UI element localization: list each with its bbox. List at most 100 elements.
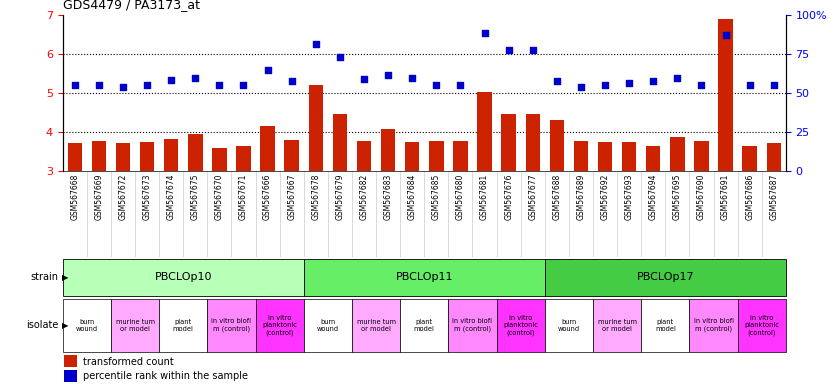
Text: GSM567679: GSM567679 — [335, 174, 344, 220]
Bar — [670, 137, 685, 171]
Bar — [303, 259, 545, 296]
Bar — [260, 126, 275, 171]
Text: GSM567666: GSM567666 — [263, 174, 272, 220]
Bar — [545, 299, 593, 352]
Bar — [497, 299, 545, 352]
Bar — [526, 114, 540, 171]
Text: GSM567676: GSM567676 — [504, 174, 513, 220]
Point — [695, 81, 708, 88]
Point — [550, 78, 563, 84]
Point — [526, 47, 539, 53]
Bar — [646, 146, 660, 171]
Bar — [622, 142, 636, 171]
Point — [68, 81, 81, 88]
Text: GSM567673: GSM567673 — [143, 174, 151, 220]
Text: GSM567690: GSM567690 — [697, 174, 706, 220]
Bar — [63, 299, 111, 352]
Text: in vitro biofi
m (control): in vitro biofi m (control) — [452, 318, 492, 333]
Bar — [111, 299, 159, 352]
Text: GDS4479 / PA3173_at: GDS4479 / PA3173_at — [63, 0, 200, 12]
Bar — [68, 143, 82, 171]
Text: in vitro biofi
m (control): in vitro biofi m (control) — [694, 318, 733, 333]
Text: GSM567671: GSM567671 — [239, 174, 248, 220]
Text: GSM567674: GSM567674 — [166, 174, 176, 220]
Point — [92, 81, 105, 88]
Text: plant
model: plant model — [414, 319, 435, 332]
Point — [309, 41, 323, 47]
Point — [502, 47, 515, 53]
Bar — [502, 114, 516, 171]
Bar — [545, 259, 786, 296]
Text: GSM567672: GSM567672 — [119, 174, 127, 220]
Bar — [405, 142, 420, 171]
Text: GSM567670: GSM567670 — [215, 174, 224, 220]
Bar — [718, 19, 733, 171]
Point — [478, 30, 492, 36]
Text: plant
model: plant model — [655, 319, 675, 332]
Bar — [400, 299, 448, 352]
Text: GSM567686: GSM567686 — [745, 174, 754, 220]
Text: murine tum
or model: murine tum or model — [598, 319, 636, 332]
Bar — [140, 142, 155, 171]
Bar — [549, 119, 564, 171]
Point — [599, 81, 612, 88]
Text: murine tum
or model: murine tum or model — [357, 319, 395, 332]
Text: GSM567685: GSM567685 — [432, 174, 441, 220]
Text: GSM567692: GSM567692 — [600, 174, 609, 220]
Bar — [477, 92, 492, 171]
Bar — [737, 299, 786, 352]
Bar — [284, 140, 299, 171]
Text: GSM567684: GSM567684 — [408, 174, 416, 220]
Bar — [429, 141, 444, 171]
Text: PBCLOp11: PBCLOp11 — [395, 272, 453, 283]
Bar — [573, 141, 589, 171]
Bar — [92, 141, 106, 171]
Text: GSM567681: GSM567681 — [480, 174, 489, 220]
Text: PBCLOp10: PBCLOp10 — [155, 272, 212, 283]
Text: GSM567678: GSM567678 — [311, 174, 320, 220]
Bar — [333, 114, 347, 171]
Point — [261, 67, 274, 73]
Text: PBCLOp17: PBCLOp17 — [636, 272, 694, 283]
Text: GSM567669: GSM567669 — [94, 174, 104, 220]
Point — [334, 54, 347, 60]
Text: in vitro
planktonic
(control): in vitro planktonic (control) — [503, 315, 538, 336]
Point — [165, 76, 178, 83]
Text: in vitro biofi
m (control): in vitro biofi m (control) — [212, 318, 252, 333]
Point — [767, 81, 781, 88]
Bar — [188, 134, 202, 171]
Bar — [641, 299, 690, 352]
Text: transformed count: transformed count — [83, 357, 174, 367]
Bar — [256, 299, 303, 352]
Bar — [212, 148, 227, 171]
Bar — [453, 141, 467, 171]
Point — [212, 81, 226, 88]
Text: GSM567688: GSM567688 — [553, 174, 561, 220]
Bar — [593, 299, 641, 352]
Text: burn
wound: burn wound — [317, 319, 339, 332]
Point — [237, 81, 250, 88]
Text: in vitro
planktonic
(control): in vitro planktonic (control) — [263, 315, 297, 336]
Point — [670, 74, 684, 81]
Text: burn
wound: burn wound — [76, 319, 98, 332]
Text: GSM567668: GSM567668 — [70, 174, 79, 220]
Bar — [598, 142, 612, 171]
Text: murine tum
or model: murine tum or model — [115, 319, 155, 332]
Point — [140, 81, 154, 88]
Point — [719, 32, 732, 38]
Point — [381, 72, 395, 78]
Text: GSM567682: GSM567682 — [359, 174, 369, 220]
Text: plant
model: plant model — [173, 319, 194, 332]
Point — [430, 81, 443, 88]
Bar — [207, 299, 256, 352]
Bar — [352, 299, 400, 352]
Text: GSM567687: GSM567687 — [769, 174, 778, 220]
Point — [405, 74, 419, 81]
Bar — [381, 129, 395, 171]
Text: GSM567691: GSM567691 — [721, 174, 730, 220]
Text: GSM567675: GSM567675 — [191, 174, 200, 220]
Text: GSM567695: GSM567695 — [673, 174, 682, 220]
Bar — [159, 299, 207, 352]
Bar — [767, 143, 781, 171]
Point — [454, 81, 467, 88]
